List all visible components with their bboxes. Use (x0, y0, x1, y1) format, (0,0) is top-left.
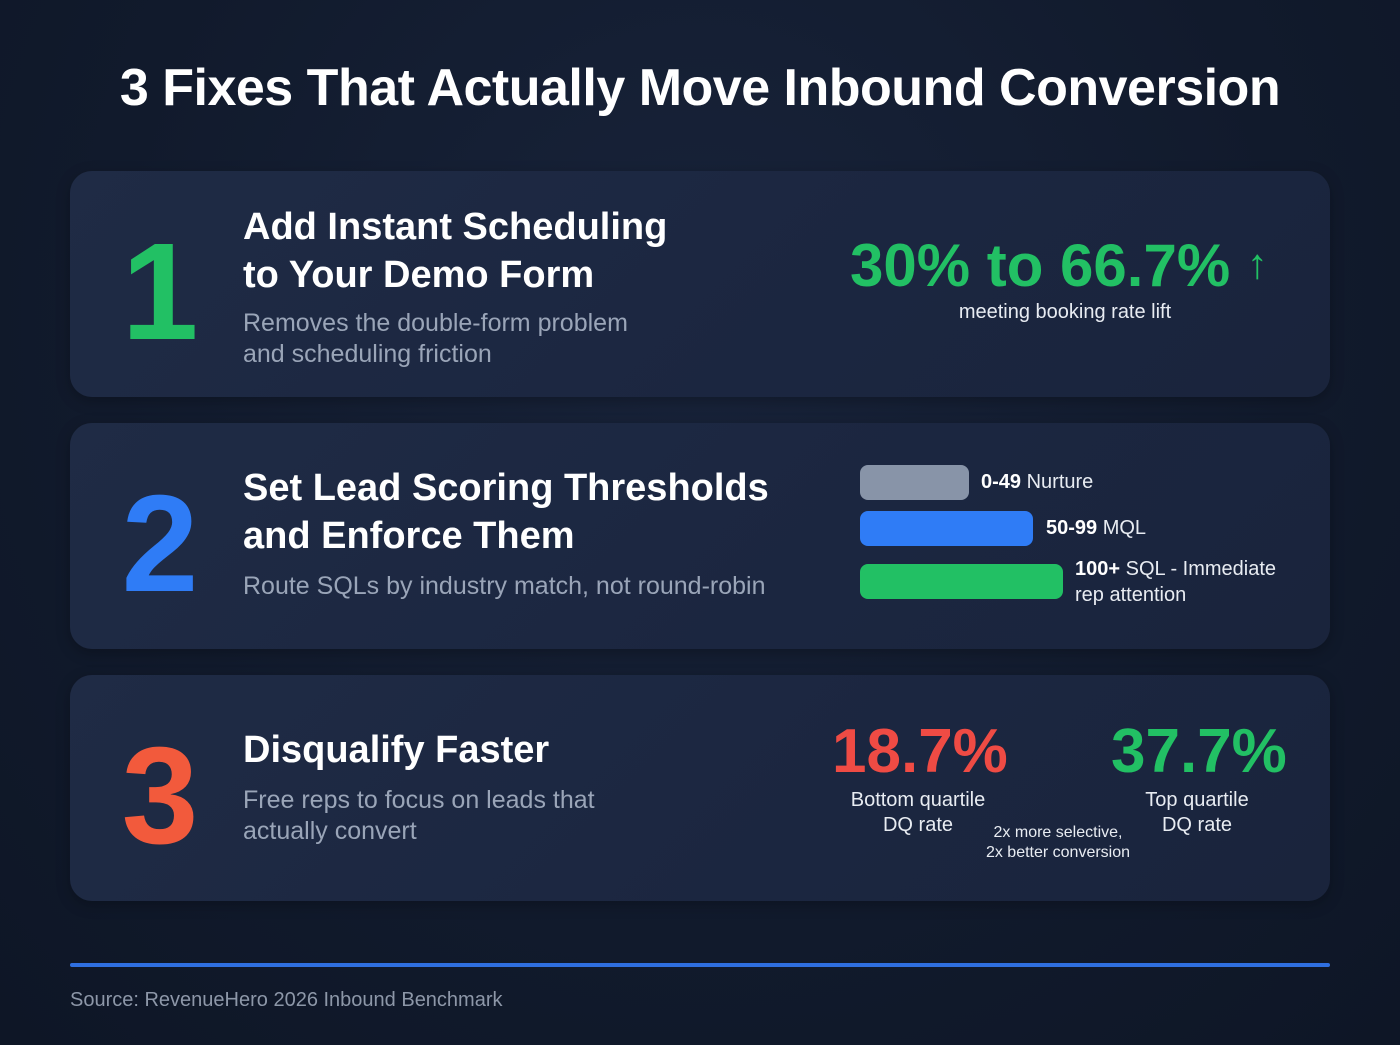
fix-heading: Set Lead Scoring Thresholds and Enforce … (243, 464, 769, 560)
bottom-quartile-stat: 18.7% (832, 717, 1008, 786)
heading-line: Set Lead Scoring Thresholds (243, 467, 769, 509)
stat-value: 30% to 66.7% (850, 232, 1231, 299)
tier-name-line2: rep attention (1075, 584, 1187, 606)
comparison-note: 2x more selective, 2x better conversion (958, 823, 1158, 863)
fix-number: 2 (121, 467, 199, 621)
description-line: Free reps to focus on leads that (243, 786, 595, 814)
fix-number: 3 (121, 719, 199, 873)
fix-description: Free reps to focus on leads that actuall… (243, 785, 595, 847)
tier-bar-nurture (860, 465, 969, 500)
description-line: and scheduling friction (243, 340, 492, 368)
bottom-quartile-caption: Bottom quartile DQ rate (818, 788, 1018, 838)
tier-range: 100+ (1075, 558, 1121, 580)
note-line: 2x more selective, (993, 824, 1123, 841)
tier-bar-sql (860, 564, 1063, 599)
arrow-up-icon: ↑ (1246, 240, 1268, 287)
heading-line: and Enforce Them (243, 515, 575, 557)
caption-line: Top quartile (1145, 789, 1249, 811)
booking-rate-stat: 30% to 66.7% ↑ (850, 229, 1268, 301)
tier-bar-mql (860, 511, 1033, 546)
top-quartile-caption: Top quartile DQ rate (1097, 788, 1297, 838)
tier-name: Nurture (1026, 471, 1094, 493)
caption-line: Bottom quartile (850, 789, 986, 811)
tier-range: 0-49 (981, 471, 1022, 493)
caption-line: DQ rate (1161, 814, 1233, 836)
fix-heading: Disqualify Faster (243, 729, 550, 771)
source-citation: Source: RevenueHero 2026 Inbound Benchma… (70, 989, 503, 1011)
tier-label-mql: 50-99 MQL (1046, 515, 1146, 541)
stat-caption: meeting booking rate lift (958, 301, 1172, 323)
top-quartile-stat: 37.7% (1111, 717, 1287, 786)
footer-divider (70, 963, 1330, 967)
heading-line: to Your Demo Form (243, 254, 595, 296)
tier-range: 50-99 (1046, 517, 1098, 539)
description-line: Removes the double-form problem (243, 309, 628, 337)
fix-card-1: 1 Add Instant Scheduling to Your Demo Fo… (70, 171, 1330, 397)
fix-card-3: 3 Disqualify Faster Free reps to focus o… (70, 675, 1330, 901)
note-line: 2x better conversion (985, 844, 1131, 861)
fix-card-2: 2 Set Lead Scoring Thresholds and Enforc… (70, 423, 1330, 649)
fix-number: 1 (121, 215, 199, 369)
tier-label-sql: 100+ SQL - Immediate rep attention (1075, 556, 1276, 608)
page-title: 3 Fixes That Actually Move Inbound Conve… (119, 59, 1281, 117)
tier-label-nurture: 0-49 Nurture (981, 469, 1093, 495)
caption-line: DQ rate (882, 814, 954, 836)
tier-name: SQL - Immediate (1125, 558, 1277, 580)
fix-heading: Add Instant Scheduling to Your Demo Form (243, 203, 667, 299)
description-line: actually convert (243, 817, 417, 845)
fix-description: Removes the double-form problem and sche… (243, 308, 628, 370)
tier-name: MQL (1102, 517, 1147, 539)
heading-line: Add Instant Scheduling (243, 206, 668, 248)
fix-description: Route SQLs by industry match, not round-… (243, 572, 766, 600)
